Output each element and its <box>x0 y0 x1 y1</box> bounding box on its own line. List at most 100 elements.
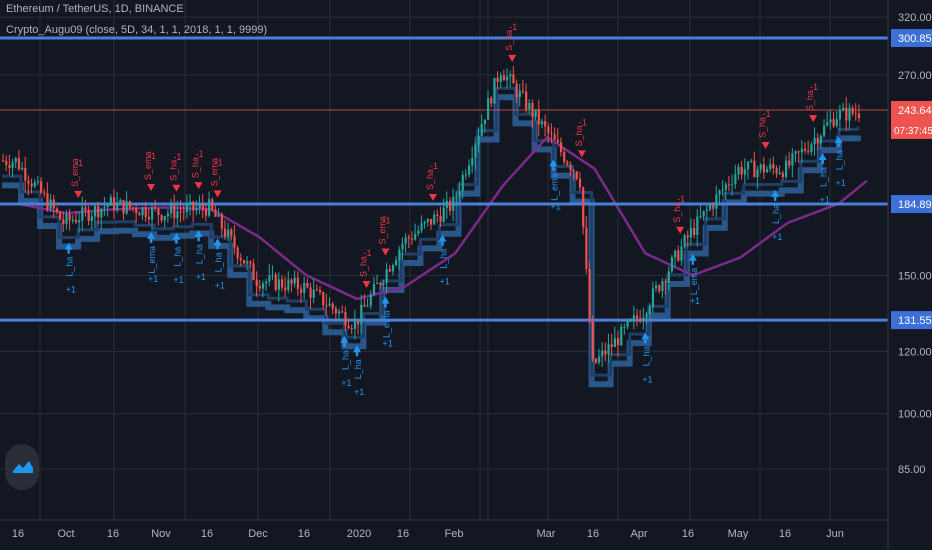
candle-body <box>274 274 277 290</box>
indicator-title[interactable]: Crypto_Augu09 (close, 5D, 34, 1, 1, 2018… <box>6 24 268 36</box>
short-signal-label: S_ema <box>143 151 153 180</box>
candle-body <box>21 167 24 170</box>
candle-body <box>575 171 578 179</box>
candle-body <box>515 83 518 98</box>
x-tick-label: Oct <box>57 528 74 540</box>
candle-body <box>483 119 487 125</box>
candle-body <box>261 283 265 289</box>
long-signal-label: L_ema <box>549 173 559 201</box>
candle-body <box>613 338 617 347</box>
candle-body <box>445 200 448 208</box>
candle-body <box>46 193 49 210</box>
candle-body <box>436 214 439 216</box>
candle-body <box>271 274 274 276</box>
candle-body <box>366 305 369 307</box>
candle-body <box>154 207 157 209</box>
candle-body <box>338 311 341 314</box>
time-axis[interactable] <box>0 520 888 550</box>
candle-body <box>24 167 27 181</box>
candle-body <box>708 205 712 210</box>
signal-value: -1 <box>148 151 156 161</box>
candle-body <box>157 208 160 215</box>
x-tick-label: Dec <box>248 528 268 540</box>
candle-body <box>499 75 502 82</box>
signal-value: +1 <box>440 277 450 287</box>
short-signal-arrow <box>213 190 222 198</box>
candle-body <box>807 150 810 152</box>
signal-value: +1 <box>550 201 560 211</box>
short-signal-arrow <box>362 281 371 289</box>
long-signal-label: L_ha <box>771 204 781 224</box>
candle-body <box>597 356 601 363</box>
candle-body <box>78 220 81 223</box>
candle-body <box>290 279 293 284</box>
candle-body <box>610 344 613 347</box>
candle-body <box>414 233 417 240</box>
long-signal-arrow <box>213 238 222 246</box>
candle-body <box>750 160 753 162</box>
candle-body <box>128 201 131 208</box>
short-signal-label: S_ha <box>504 30 514 51</box>
candle-body <box>303 282 306 293</box>
candle-body <box>686 235 689 238</box>
candle-body <box>667 271 670 283</box>
signal-value: +1 <box>772 232 782 242</box>
candle-body <box>40 181 43 193</box>
tradingview-logo-icon[interactable] <box>5 444 39 490</box>
candle-body <box>112 197 116 211</box>
signal-value: -1 <box>509 22 517 32</box>
candle-body <box>765 169 769 173</box>
candle-body <box>629 319 632 322</box>
candle-body <box>192 201 195 211</box>
long-signal-arrow <box>67 249 70 254</box>
candle-body <box>616 338 620 346</box>
y-tick-label: 150.00 <box>898 270 932 282</box>
candle-body <box>528 103 531 110</box>
price-axis[interactable] <box>888 0 932 550</box>
candle-body <box>696 216 699 235</box>
candle-body <box>353 321 357 329</box>
candle-body <box>705 209 708 211</box>
short-signal-label: S_ema <box>210 158 220 187</box>
candle-body <box>762 164 765 173</box>
candle-body <box>788 160 791 166</box>
short-signal-arrow <box>194 182 203 190</box>
long-signal-arrow <box>147 231 156 239</box>
candle-body <box>11 162 14 168</box>
long-signal-arrow <box>818 152 827 160</box>
candle-body <box>816 137 819 144</box>
long-signal-arrow <box>549 159 558 167</box>
candle-body <box>173 205 176 219</box>
candle-body <box>176 211 179 219</box>
candle-body <box>585 227 588 269</box>
candle-body <box>2 160 5 162</box>
candle-body <box>838 110 842 120</box>
candle-body <box>448 200 452 211</box>
candle-body <box>341 311 344 313</box>
candle-body <box>344 312 347 326</box>
candle-body <box>857 113 861 118</box>
candle-body <box>150 207 154 220</box>
candle-body <box>217 214 220 217</box>
y-tick-label: 320.00 <box>898 12 932 24</box>
candle-body <box>372 283 376 295</box>
short-signal-label: S_ha <box>168 160 178 181</box>
candle-body <box>420 223 423 231</box>
candle-body <box>103 207 106 209</box>
candle-body <box>163 216 166 221</box>
candle-body <box>116 202 119 211</box>
candle-body <box>851 107 854 114</box>
x-tick-label: May <box>728 528 749 540</box>
candle-body <box>135 208 138 214</box>
candle-body <box>670 257 674 272</box>
candle-body <box>651 288 655 307</box>
short-signal-arrow <box>577 150 586 158</box>
candle-body <box>90 216 93 221</box>
candle-body <box>284 287 287 290</box>
long-signal-label: L_ha <box>439 249 449 269</box>
long-signal-label: L_ema <box>689 268 699 296</box>
long-signal-arrow <box>172 232 181 240</box>
candle-body <box>693 227 696 235</box>
